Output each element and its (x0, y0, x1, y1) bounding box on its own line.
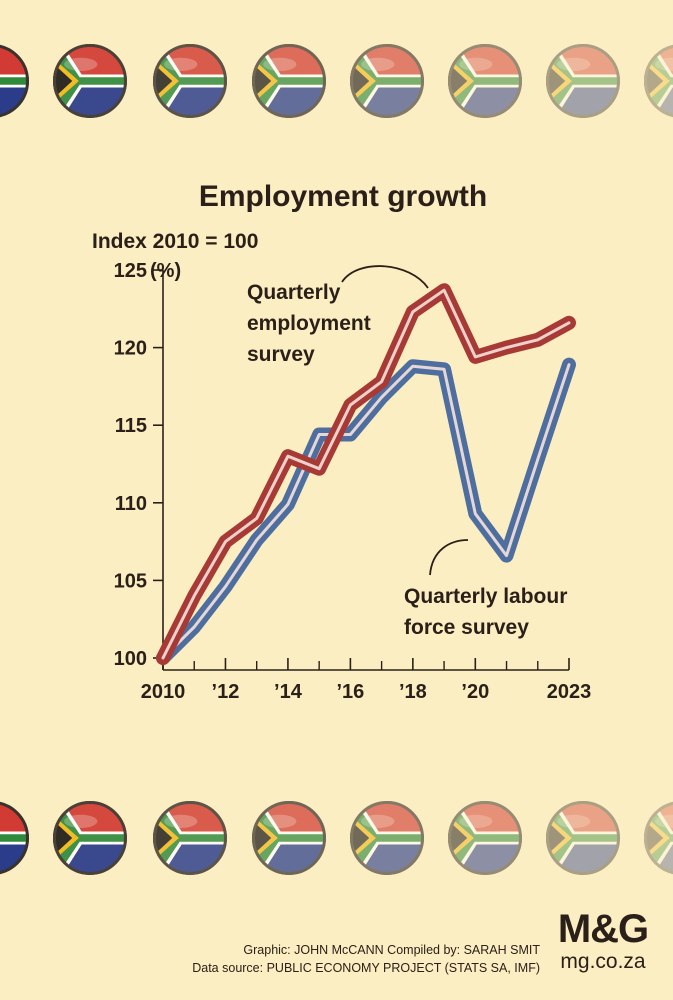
south-africa-flag-icon (644, 801, 673, 875)
series-label-line: force survey (404, 616, 529, 639)
axes: 100 105 110 115 120 125 2010 ’12 ’14 ’16 ’18 ’20 202… (114, 260, 592, 703)
flag-border-top (0, 44, 673, 118)
series-labels: Quarterly employment survey Quarterly la… (247, 265, 573, 639)
series-label-line: survey (247, 343, 315, 366)
y-tick-label: 115 (115, 415, 147, 437)
employment-growth-chart: Employment growth Index 2010 = 100 (%) 1… (92, 180, 592, 703)
credit-line: Graphic: JOHN McCANN Compiled by: SARAH … (243, 943, 540, 957)
logo-mark: M&G (557, 907, 649, 951)
leader-line-labour-force-survey (429, 539, 469, 576)
series-label-labour-force-survey: Quarterly labour force survey (404, 585, 573, 639)
series-line-labour-force-survey (156, 357, 576, 665)
south-africa-flag-icon (153, 801, 227, 875)
mg-logo: M&G mg.co.za (548, 908, 658, 974)
credits: Graphic: JOHN McCANN Compiled by: SARAH … (120, 941, 540, 977)
y-tick-label: 125 (114, 260, 147, 282)
series-layer (156, 283, 576, 665)
south-africa-flag-icon (0, 801, 29, 875)
south-africa-flag-icon (252, 44, 326, 118)
x-tick-label: 2023 (547, 681, 592, 703)
south-africa-flag-icon (350, 44, 424, 118)
x-tick-label: ’14 (274, 681, 303, 703)
series-label-line: Quarterly (247, 281, 341, 304)
y-tick-label: 120 (114, 338, 147, 360)
series-highlight-labour-force-survey (161, 363, 571, 660)
y-tick-label: 110 (115, 493, 147, 515)
x-tick-label: ’18 (399, 681, 427, 703)
y-axis-unit: (%) (150, 260, 181, 282)
y-tick-label: 100 (114, 648, 147, 670)
x-tick-label: 2010 (141, 681, 186, 703)
source-line: Data source: PUBLIC ECONOMY PROJECT (STA… (192, 961, 540, 975)
x-tick-label: ’20 (461, 681, 489, 703)
site-url: mg.co.za (560, 950, 646, 973)
x-tick-label: ’12 (212, 681, 240, 703)
chart-subtitle: Index 2010 = 100 (92, 230, 258, 253)
south-africa-flag-icon (53, 801, 127, 875)
x-tick-label: ’16 (336, 681, 364, 703)
south-africa-flag-icon (448, 801, 522, 875)
series-label-employment-survey: Quarterly employment survey (247, 281, 377, 366)
series-label-line: Quarterly labour (404, 585, 567, 608)
series-highlight-employment-survey (161, 288, 571, 660)
series-label-line: employment (247, 312, 371, 335)
south-africa-flag-icon (350, 801, 424, 875)
south-africa-flag-icon (546, 801, 620, 875)
chart-title: Employment growth (199, 180, 487, 213)
y-tick-label: 105 (114, 570, 147, 592)
south-africa-flag-icon (252, 801, 326, 875)
flag-border-bottom (0, 801, 673, 875)
leader-line-employment-survey (341, 265, 429, 289)
